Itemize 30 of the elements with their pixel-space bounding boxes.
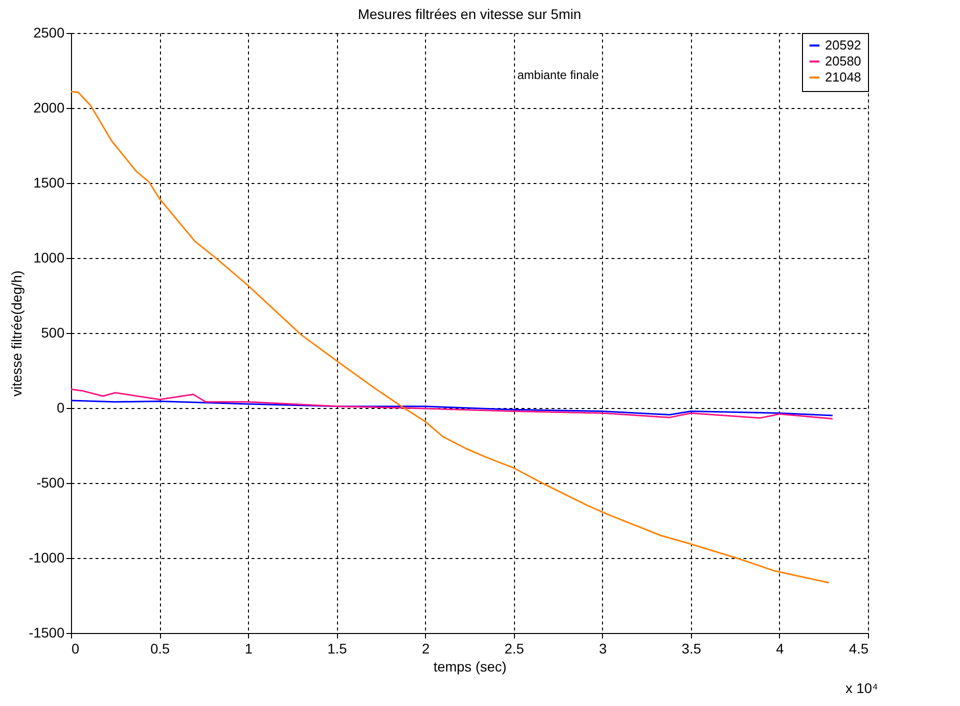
text: x 10⁴ — [846, 680, 878, 696]
y-tick-label: -1500 — [28, 624, 65, 640]
x-tick-label: 2.5 — [504, 640, 524, 656]
x-tick-label: 2 — [422, 640, 430, 656]
annotation: ambiante finale — [517, 68, 600, 82]
x-tick-label: 4.5 — [849, 640, 869, 656]
x-tick-label: 1.5 — [327, 640, 348, 656]
y-tick-label: 500 — [41, 324, 65, 340]
chart-title: Mesures filtrées en vitesse sur 5min — [358, 6, 582, 22]
y-tick-label: 2500 — [33, 24, 65, 40]
x-tick-label: 1 — [244, 640, 253, 656]
x-axis-title: temps (sec) — [433, 658, 507, 674]
y-tick-label: 2000 — [33, 100, 65, 116]
x-tick-label: 3.5 — [682, 640, 702, 656]
legend-label: 20592 — [825, 38, 862, 52]
line-series — [70, 388, 834, 420]
legend-label: 21048 — [825, 70, 862, 84]
y-tick-label: 1000 — [33, 250, 65, 266]
y-tick-label: -1000 — [28, 550, 65, 566]
x-tick-label: 3 — [598, 640, 607, 656]
x-tick-label: 0.5 — [150, 640, 170, 656]
y-tick-label: -500 — [36, 474, 65, 490]
legend-label: 20580 — [825, 54, 862, 68]
y-tick-label: 0 — [56, 400, 65, 416]
y-axis-title: vitesse filtrée(deg/h) — [8, 270, 25, 397]
line-series — [70, 90, 830, 584]
y-tick-label: 1500 — [33, 174, 65, 190]
x-tick-label: 4 — [776, 640, 784, 656]
line-series — [70, 400, 834, 416]
x-tick-label: 0 — [72, 640, 80, 656]
